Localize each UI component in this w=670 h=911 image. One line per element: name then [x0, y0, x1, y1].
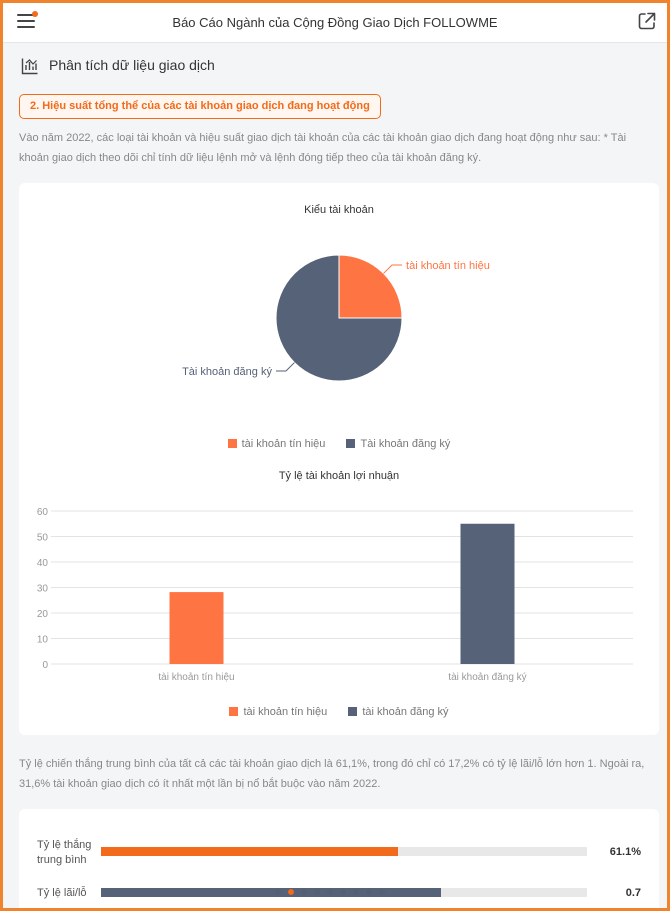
pie-slice-label: Tài khoản đăng ký [182, 366, 272, 378]
legend-item-subscription[interactable]: Tài khoản đăng ký [346, 438, 450, 450]
chart-icon [21, 58, 38, 75]
page-title: Báo Cáo Ngành của Cộng Đồng Giao Dịch FO… [172, 15, 498, 30]
y-tick-label: 40 [37, 558, 49, 569]
stat-value-win-rate: 61.1% [609, 846, 641, 858]
pagination-dot[interactable] [288, 889, 294, 895]
bar-chart-title: Tỷ lệ tài khoản lợi nhuận [278, 470, 400, 482]
pie-legend: tài khoản tín hiệu Tài khoản đăng ký [19, 438, 659, 450]
legend-label: tài khoản đăng ký [362, 706, 449, 718]
section-badge: 2. Hiệu suất tổng thể của các tài khoản … [19, 94, 381, 119]
top-bar: Báo Cáo Ngành của Cộng Đồng Giao Dịch FO… [3, 3, 667, 43]
pagination-dot[interactable] [366, 889, 372, 895]
stat-label-profit-loss: Tỷ lệ lãi/lỗ [37, 887, 87, 899]
pie-label-line [275, 362, 295, 372]
x-tick-label: tài khoản đăng ký [448, 672, 526, 683]
legend-label: tài khoản tín hiệu [241, 438, 326, 450]
legend-swatch [346, 439, 356, 448]
pagination-dot[interactable] [314, 889, 320, 895]
external-link-icon [638, 12, 656, 30]
x-tick-label: tài khoản tín hiệu [158, 672, 234, 683]
y-tick-label: 60 [37, 507, 49, 518]
y-tick-label: 20 [37, 609, 49, 620]
menu-button[interactable] [17, 11, 39, 32]
pie-slice[interactable] [338, 254, 403, 319]
legend-label: Tài khoản đăng ký [360, 438, 451, 450]
share-button[interactable] [637, 11, 657, 31]
y-tick-label: 0 [42, 660, 48, 671]
legend-swatch [227, 439, 237, 448]
y-tick-label: 10 [37, 635, 49, 646]
intro-text: Vào năm 2022, các loại tài khoản và hiệu… [19, 132, 627, 164]
pie-slice[interactable] [275, 254, 403, 382]
legend-swatch [348, 707, 358, 716]
legend-label: tài khoản tín hiệu [243, 706, 328, 718]
section-title: Phân tích dữ liệu giao dịch [49, 57, 215, 73]
stat-fill-win-rate [101, 847, 398, 856]
y-tick-label: 50 [37, 533, 49, 544]
pie-slice-label: tài khoản tín hiệu [406, 260, 490, 272]
pagination-dot[interactable] [275, 889, 281, 895]
pie-chart: tài khoản tín hiệu Tài khoản đăng ký [182, 254, 490, 382]
bar[interactable] [169, 592, 224, 664]
summary-text: Tỷ lệ chiến thắng trung bình của tất cả … [19, 758, 645, 790]
pagination-dot[interactable] [301, 889, 307, 895]
charts-card: Kiểu tài khoản tài khoản tín hiệu Tài kho… [19, 183, 659, 735]
pagination-dot[interactable] [353, 889, 359, 895]
notification-dot [32, 11, 38, 17]
pagination-dot[interactable] [379, 889, 385, 895]
stat-bar-win-rate [101, 847, 587, 856]
stat-value-profit-loss: 0.7 [625, 887, 641, 899]
y-tick-label: 30 [37, 584, 49, 595]
pie-label-line [383, 264, 403, 274]
legend-item-subscription[interactable]: tài khoản đăng ký [348, 706, 449, 718]
legend-swatch [229, 707, 239, 716]
bar-chart: 0 10 20 30 40 50 60 tài khoản tín hiệu tài khoản… [37, 507, 633, 683]
pagination-dot[interactable] [327, 889, 333, 895]
stat-label-win-rate: Tỷ lệ thắng trung bình [37, 839, 92, 866]
stat-fill-profit-loss [101, 888, 442, 897]
legend-item-signal[interactable]: tài khoản tín hiệu [229, 706, 327, 718]
bar[interactable] [460, 523, 515, 664]
bar-legend: tài khoản tín hiệu tài khoản đăng ký [19, 706, 659, 718]
stats-card: Tỷ lệ thắng trung bình 61.1% Tỷ lệ lãi/l… [19, 809, 659, 908]
pagination-dot[interactable] [340, 889, 346, 895]
legend-item-signal[interactable]: tài khoản tín hiệu [227, 438, 326, 450]
pie-chart-title: Kiểu tài khoản [304, 204, 374, 216]
